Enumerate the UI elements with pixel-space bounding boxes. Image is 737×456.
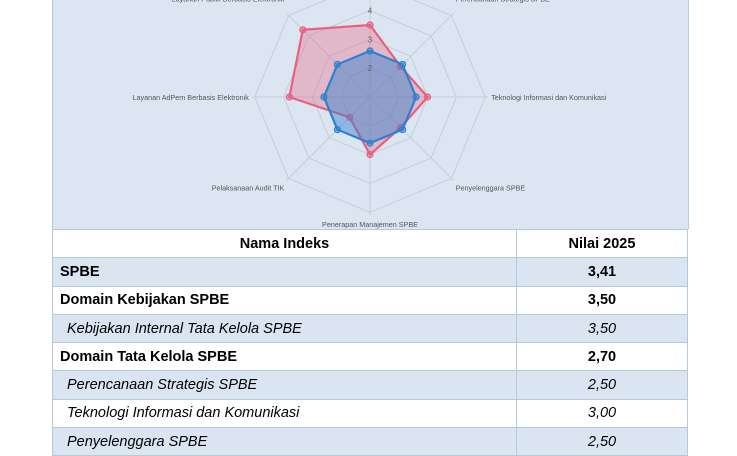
scale-tick-label: 2	[368, 64, 373, 73]
data-point	[285, 93, 293, 101]
data-point	[424, 93, 432, 101]
index-value: 3,50	[516, 313, 688, 344]
axis-label: Pelaksanaan Audit TIK	[212, 184, 285, 193]
index-value: 2,50	[516, 370, 688, 400]
radar-chart: 2 3 4 Perencanaan Strategis SPBE Teknologi I…	[52, 0, 689, 229]
index-name: SPBE	[52, 257, 517, 287]
table-row: Penyelenggara SPBE 2,50	[52, 427, 688, 456]
index-value: 2,50	[516, 427, 688, 456]
index-name: Domain Tata Kelola SPBE	[52, 342, 517, 372]
data-point	[333, 125, 342, 134]
index-value: 3,41	[516, 257, 688, 287]
axis-label: Layanan Publik Berbasis Elektronik	[172, 0, 285, 3]
table-row: SPBE 3,41	[52, 257, 688, 287]
data-point	[366, 47, 374, 55]
data-point	[398, 125, 407, 134]
data-point	[412, 93, 420, 101]
index-name: Kebijakan Internal Tata Kelola SPBE	[52, 313, 517, 344]
radar-svg: 2 3 4 Perencanaan Strategis SPBE Teknologi I…	[133, 0, 607, 229]
table-row: Perencanaan Strategis SPBE 2,50	[52, 370, 688, 400]
grid-spoke	[369, 96, 454, 181]
axis-label: Penerapan Manajemen SPBE	[322, 220, 418, 229]
table-row: Domain Kebijakan SPBE 3,50	[52, 285, 688, 315]
index-name: Domain Kebijakan SPBE	[52, 285, 517, 315]
data-point	[333, 60, 342, 69]
scale-tick-label: 3	[368, 35, 373, 44]
table-row: Kebijakan Internal Tata Kelola SPBE 3,50	[52, 313, 688, 344]
index-name: Teknologi Informasi dan Komunikasi	[52, 398, 517, 429]
index-value: 2,70	[516, 342, 688, 372]
data-point	[366, 139, 374, 147]
data-point	[299, 26, 307, 34]
data-point	[320, 93, 328, 101]
data-point	[366, 21, 374, 29]
axis-label: Penyelenggara SPBE	[456, 184, 526, 193]
table-header-row: Nama Indeks Nilai 2025	[52, 228, 688, 259]
index-name: Penyelenggara SPBE	[52, 427, 517, 456]
axis-label: Layanan AdPem Berbasis Elektronik	[133, 93, 250, 102]
index-value: 3,00	[516, 398, 688, 429]
index-table: Nama Indeks Nilai 2025 SPBE 3,41 Domain Ke…	[52, 228, 688, 456]
table-row: Domain Tata Kelola SPBE 2,70	[52, 342, 688, 372]
header-nama-indeks: Nama Indeks	[52, 228, 517, 259]
grid-spoke	[369, 13, 454, 98]
axis-label: Teknologi Informasi dan Komunikasi	[491, 93, 606, 102]
scale-tick-label: 4	[368, 7, 373, 16]
data-point	[398, 60, 407, 69]
header-nilai: Nilai 2025	[516, 228, 688, 259]
axis-label: Perencanaan Strategis SPBE	[456, 0, 550, 3]
index-name: Perencanaan Strategis SPBE	[52, 370, 517, 400]
grid-spoke	[286, 96, 371, 181]
table-row: Teknologi Informasi dan Komunikasi 3,00	[52, 398, 688, 429]
data-point	[346, 113, 354, 121]
index-value: 3,50	[516, 285, 688, 315]
data-point	[366, 151, 374, 159]
